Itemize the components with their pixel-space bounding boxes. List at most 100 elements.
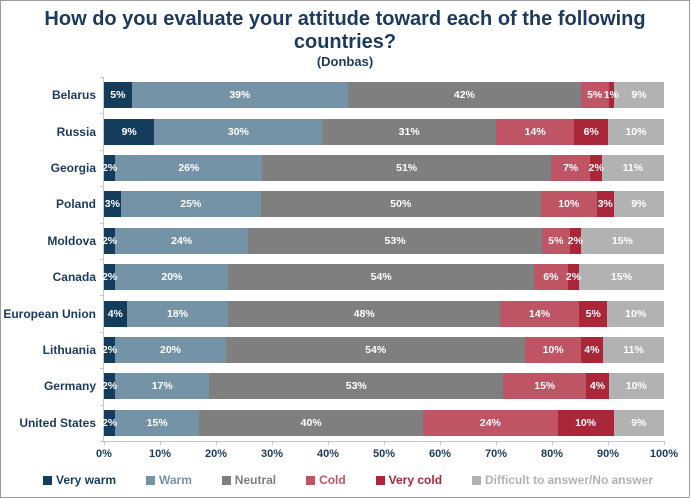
y-axis-tick [100, 441, 104, 442]
bar-segment-value: 54% [370, 271, 392, 284]
stacked-bar: 4% 18% 48% 14% 5% 10% [104, 300, 664, 327]
bar-segment-value: 31% [398, 125, 420, 138]
legend-label: Warm [158, 473, 192, 487]
bar-segment-value: 3% [104, 198, 120, 211]
bar-segment-value: 2% [102, 271, 118, 284]
bar-row-lithuania: Lithuania 2% 20% 54% 10% 4% 11% [43, 332, 664, 368]
bar-segment-difficult-to-answer-no-answer: 11% [602, 337, 664, 364]
bar-segment-warm: 15% [115, 409, 200, 436]
bar-rows: Belarus 5% 39% 42% 5% 1% 9% Russia 9% 30% 31% 14% 6%… [3, 77, 664, 441]
bar-segment-value: 4% [589, 380, 606, 393]
bar-segment-cold: 10% [525, 337, 581, 364]
bar-segment-neutral: 40% [199, 409, 424, 436]
bar-segment-value: 2% [565, 271, 582, 284]
x-axis-label: 50% [372, 448, 396, 460]
bar-segment-very-cold: 2% [567, 227, 583, 254]
bar-segment-very-warm: 2% [102, 409, 118, 436]
y-axis-tick [100, 149, 104, 151]
bar-segment-value: 24% [171, 234, 193, 247]
bar-segment-value: 2% [567, 234, 583, 247]
y-axis-tick [100, 259, 104, 260]
bar-segment-warm: 17% [115, 373, 210, 400]
bar-segment-very-warm: 4% [104, 300, 127, 327]
category-label: Poland [55, 197, 96, 212]
legend-item-very-cold: Very cold [375, 473, 442, 487]
bar-segment-value: 5% [585, 307, 601, 320]
bar-segment-value: 2% [101, 380, 118, 393]
bar-segment-neutral: 31% [322, 118, 496, 145]
x-axis-tick [216, 441, 217, 445]
bar-segment-very-warm: 2% [102, 227, 117, 254]
bar-segment-very-cold: 6% [574, 118, 608, 145]
bar-segment-difficult-to-answer-no-answer: 10% [607, 300, 664, 327]
bar-segment-value: 9% [121, 125, 137, 138]
bar-segment-cold: 24% [423, 409, 558, 436]
bar-segment-neutral: 53% [209, 373, 504, 400]
bar-segment-difficult-to-answer-no-answer: 9% [613, 191, 664, 218]
bar-segment-value: 7% [563, 162, 579, 175]
bar-segment-value: 53% [345, 380, 367, 393]
bar-row-united-states: United States 2% 15% 40% 24% 10% 9% [19, 405, 664, 441]
legend-swatch-difficult-to-answer-no-answer [471, 475, 481, 485]
bar-segment-very-cold: 1% [604, 82, 619, 109]
bar-segment-neutral: 51% [262, 155, 551, 182]
x-axis-tick [552, 441, 553, 445]
stacked-bar: 2% 20% 54% 10% 4% 11% [102, 337, 664, 364]
y-axis-tick [100, 368, 104, 370]
bar-row-belarus: Belarus 5% 39% 42% 5% 1% 9% [52, 77, 664, 113]
category-label: Germany [43, 379, 96, 394]
bar-segment-difficult-to-answer-no-answer: 10% [608, 373, 664, 400]
bar-row-georgia: Georgia 2% 26% 51% 7% 2% 11% [51, 150, 664, 186]
legend-swatch-very-warm [43, 475, 52, 485]
legend-item-very-warm: Very warm [43, 473, 116, 487]
legend-label: Cold [319, 473, 346, 487]
bar-segment-very-warm: 2% [102, 155, 118, 182]
x-axis-label: 20% [204, 448, 228, 460]
bar-segment-value: 53% [384, 234, 406, 247]
legend: Very warm Warm Neutral Cold Very cold Difficu… [43, 473, 653, 487]
bar-segment-very-warm: 2% [102, 264, 118, 291]
bar-segment-value: 10% [625, 380, 647, 393]
category-label: European Union [3, 306, 96, 321]
bar-segment-value: 1% [603, 89, 619, 102]
bar-segment-difficult-to-answer-no-answer: 15% [580, 227, 664, 254]
x-axis-label: 90% [596, 448, 620, 460]
bar-segment-very-cold: 2% [565, 264, 582, 291]
bar-segment-very-cold: 4% [586, 373, 609, 400]
x-axis-label: 70% [484, 448, 508, 460]
bar-segment-value: 15% [146, 416, 168, 429]
bar-segment-very-cold: 5% [579, 300, 608, 327]
x-axis-label: 40% [316, 448, 340, 460]
stacked-bar: 2% 17% 53% 15% 4% 10% [101, 373, 664, 400]
bar-segment-difficult-to-answer-no-answer: 11% [601, 155, 664, 182]
stacked-bar: 9% 30% 31% 14% 6% 10% [104, 118, 664, 145]
bar-segment-value: 10% [575, 416, 597, 429]
x-axis-tick [384, 441, 385, 445]
bar-segment-neutral: 53% [248, 227, 542, 254]
bar-segment-difficult-to-answer-no-answer: 9% [613, 409, 664, 436]
bar-segment-neutral: 54% [228, 264, 534, 291]
y-axis-tick [100, 404, 104, 406]
bar-row-russia: Russia 9% 30% 31% 14% 6% 10% [57, 113, 664, 149]
x-axis-tick [104, 441, 105, 445]
bar-segment-warm: 24% [115, 227, 249, 254]
legend-item-cold: Cold [306, 473, 346, 487]
bar-row-moldova: Moldova 2% 24% 53% 5% 2% 15% [47, 223, 664, 259]
bar-segment-value: 2% [102, 162, 118, 175]
bar-segment-value: 26% [178, 162, 200, 175]
bar-segment-value: 10% [558, 198, 580, 211]
plot-area: Belarus 5% 39% 42% 5% 1% 9% Russia 9% 30% 31% 14% 6%… [3, 77, 678, 460]
y-axis-tick [100, 331, 104, 333]
category-label: United States [19, 415, 96, 430]
bar-segment-value: 2% [102, 416, 118, 429]
legend-item-neutral: Neutral [221, 473, 277, 487]
bar-segment-neutral: 54% [225, 337, 526, 364]
stacked-bar: 2% 26% 51% 7% 2% 11% [102, 155, 664, 182]
stacked-bar: 2% 20% 54% 6% 2% 15% [102, 264, 664, 291]
x-axis-tick [608, 441, 609, 445]
x-axis-tick [160, 441, 161, 445]
bar-segment-value: 42% [453, 89, 475, 102]
legend-label: Neutral [234, 473, 277, 487]
legend-label: Difficult to answer/No answer [484, 473, 653, 487]
bar-segment-cold: 5% [580, 82, 609, 109]
